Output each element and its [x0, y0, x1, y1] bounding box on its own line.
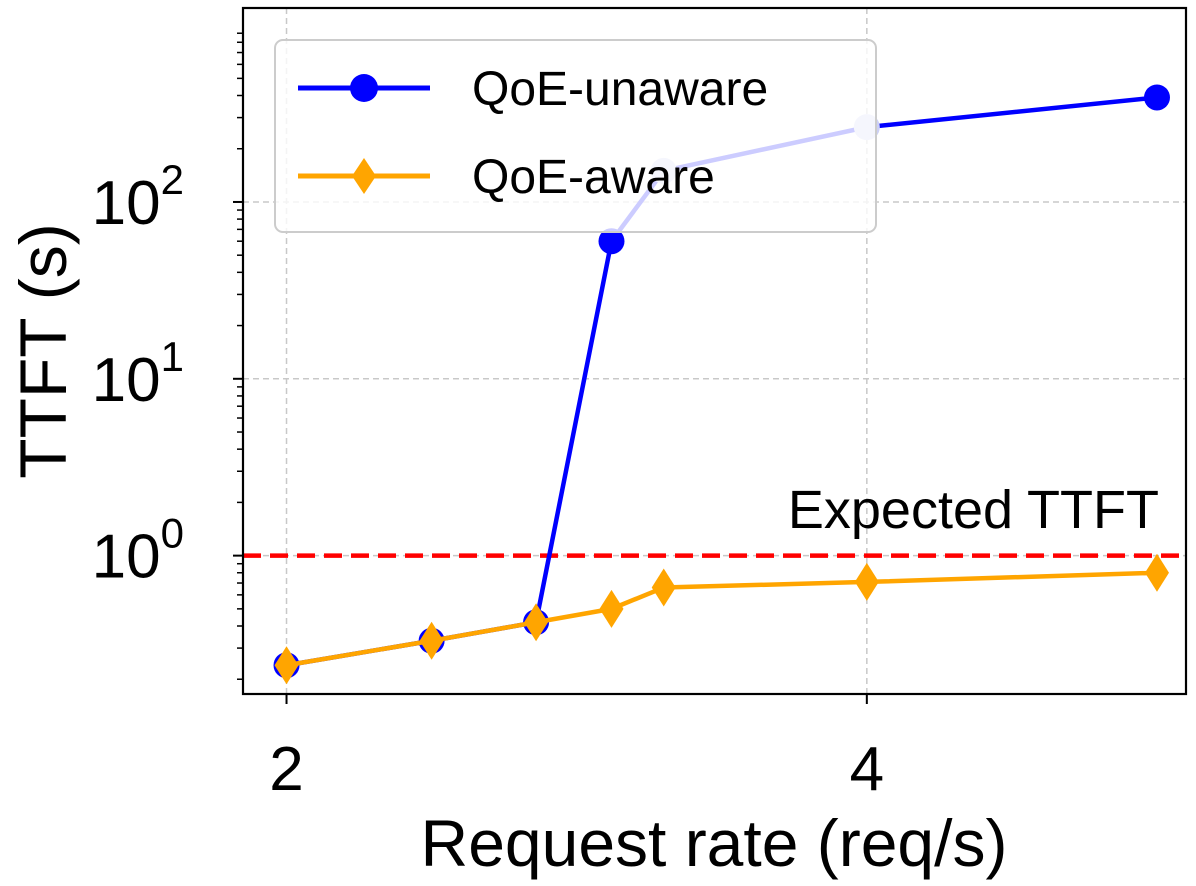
- data-point-qoe-aware: [524, 603, 549, 642]
- reference-line-label: Expected TTFT: [788, 480, 1159, 540]
- y-tick-label: 100: [92, 510, 184, 592]
- data-point-qoe-aware: [651, 568, 676, 607]
- x-tick-label: 4: [850, 735, 884, 804]
- legend-label-qoe-unaware: QoE-unaware: [472, 63, 768, 116]
- y-axis-label: TTFT (s): [6, 223, 80, 478]
- legend-entry-qoe-unaware: QoE-unaware: [298, 63, 768, 116]
- data-point-qoe-unaware: [1143, 84, 1170, 111]
- legend-marker-diamond: [352, 158, 376, 194]
- data-point-qoe-aware: [274, 646, 299, 685]
- legend-marker-circle: [350, 74, 378, 102]
- series-qoe-aware: [274, 553, 1169, 685]
- y-tick-label: 101: [92, 333, 184, 415]
- data-point-qoe-aware: [854, 562, 879, 601]
- legend-label-qoe-aware: QoE-aware: [472, 151, 715, 204]
- x-tick-label: 2: [269, 735, 303, 804]
- ticks: 2 4 100 101 102: [92, 32, 884, 804]
- plot-frame: [241, 6, 1188, 696]
- data-point-qoe-unaware: [598, 228, 625, 255]
- data-point-qoe-aware: [1144, 553, 1169, 592]
- data-point-qoe-aware: [419, 621, 444, 660]
- legend: QoE-unaware QoE-aware: [274, 39, 877, 233]
- data-point-qoe-aware: [599, 589, 624, 628]
- x-axis-label: Request rate (req/s): [421, 806, 1008, 880]
- y-tick-label: 102: [92, 156, 184, 238]
- legend-entry-qoe-aware: QoE-aware: [298, 151, 715, 204]
